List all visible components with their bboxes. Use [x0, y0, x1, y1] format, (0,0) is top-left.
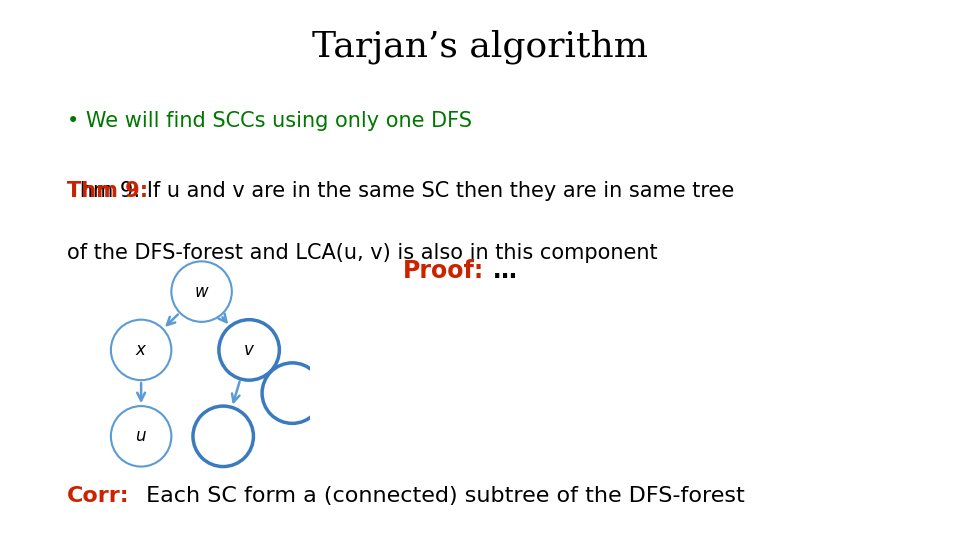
Circle shape: [193, 406, 253, 467]
Circle shape: [172, 261, 232, 322]
Text: Tarjan’s algorithm: Tarjan’s algorithm: [312, 30, 648, 64]
Circle shape: [219, 320, 279, 380]
Text: Thm 9: If u and v are in the same SC then they are in same tree: Thm 9: If u and v are in the same SC the…: [67, 181, 734, 201]
Text: $\mathit{u}$: $\mathit{u}$: [135, 427, 147, 446]
Circle shape: [262, 363, 323, 423]
Circle shape: [110, 406, 172, 467]
Text: $\mathit{v}$: $\mathit{v}$: [243, 341, 255, 359]
Text: …: …: [485, 259, 516, 283]
Text: $\mathit{x}$: $\mathit{x}$: [135, 341, 147, 359]
Text: Thm 9:: Thm 9:: [67, 181, 149, 201]
Text: $\mathit{w}$: $\mathit{w}$: [194, 282, 209, 301]
Circle shape: [110, 320, 172, 380]
Text: Proof:: Proof:: [403, 259, 485, 283]
Text: Each SC form a (connected) subtree of the DFS-forest: Each SC form a (connected) subtree of th…: [139, 486, 745, 506]
Text: Corr:: Corr:: [67, 486, 130, 506]
Text: of the DFS-forest and LCA(u, v) is also in this component: of the DFS-forest and LCA(u, v) is also …: [67, 243, 658, 263]
Text: • We will find SCCs using only one DFS: • We will find SCCs using only one DFS: [67, 111, 472, 131]
